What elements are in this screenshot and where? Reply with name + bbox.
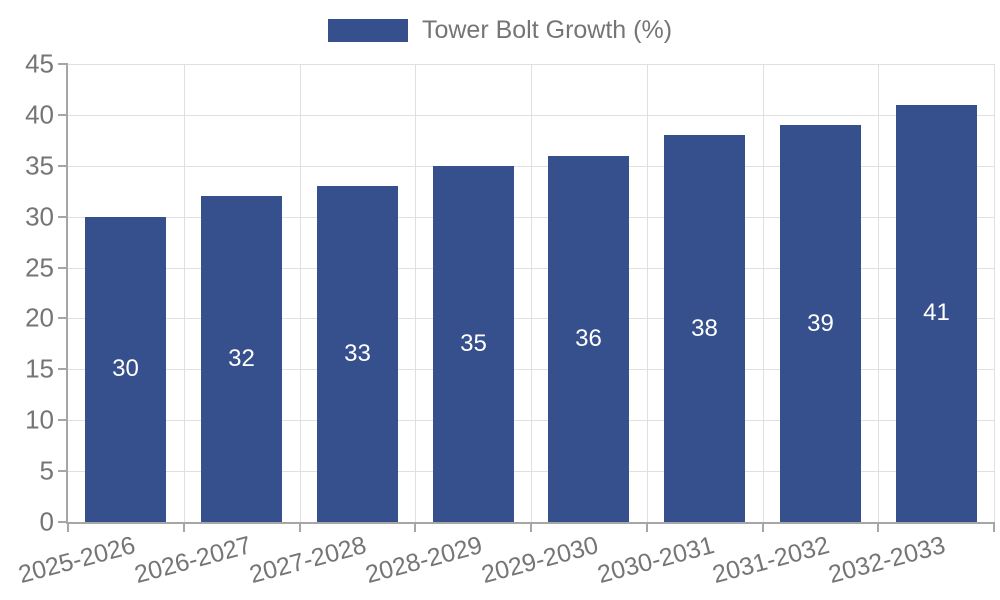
legend[interactable]: Tower Bolt Growth (%) bbox=[0, 18, 1000, 43]
x-tick-label: 2025-2026 bbox=[15, 531, 139, 590]
bar[interactable] bbox=[85, 217, 166, 522]
bar[interactable] bbox=[433, 166, 514, 522]
y-tick-label: 25 bbox=[25, 252, 54, 283]
y-tick-mark bbox=[58, 317, 68, 319]
x-tick-mark bbox=[993, 522, 995, 532]
x-tick-label: 2029-2030 bbox=[478, 531, 602, 590]
gridline-v bbox=[531, 64, 532, 522]
x-tick-label: 2026-2027 bbox=[131, 531, 255, 590]
legend-swatch bbox=[327, 19, 408, 42]
bar-value-label: 41 bbox=[923, 299, 950, 326]
y-axis-line bbox=[66, 64, 68, 524]
bar[interactable] bbox=[201, 196, 282, 522]
x-tick-label: 2031-2032 bbox=[709, 531, 833, 590]
x-axis-line bbox=[66, 522, 994, 524]
x-tick-mark bbox=[299, 522, 301, 532]
legend-label: Tower Bolt Growth (%) bbox=[421, 16, 673, 44]
y-tick-label: 15 bbox=[25, 353, 54, 384]
y-tick-mark bbox=[58, 419, 68, 421]
bar-value-label: 32 bbox=[228, 345, 255, 372]
bar-value-label: 35 bbox=[460, 330, 487, 357]
x-tick-mark bbox=[762, 522, 764, 532]
y-tick-mark bbox=[58, 368, 68, 370]
x-tick-label: 2028-2029 bbox=[362, 531, 486, 590]
y-tick-mark bbox=[58, 216, 68, 218]
x-tick-mark bbox=[646, 522, 648, 532]
gridline-v bbox=[300, 64, 301, 522]
bar[interactable] bbox=[548, 156, 629, 522]
y-tick-label: 45 bbox=[25, 48, 54, 79]
y-tick-label: 35 bbox=[25, 150, 54, 181]
bar-value-label: 33 bbox=[344, 340, 371, 367]
x-tick-label: 2030-2031 bbox=[594, 531, 718, 590]
y-tick-label: 10 bbox=[25, 404, 54, 435]
gridline-v bbox=[415, 64, 416, 522]
y-tick-mark bbox=[58, 63, 68, 65]
gridline-v bbox=[763, 64, 764, 522]
y-tick-mark bbox=[58, 114, 68, 116]
y-tick-label: 30 bbox=[25, 201, 54, 232]
y-tick-mark bbox=[58, 165, 68, 167]
x-tick-mark bbox=[877, 522, 879, 532]
x-tick-mark bbox=[183, 522, 185, 532]
bar[interactable] bbox=[664, 135, 745, 522]
y-tick-mark bbox=[58, 470, 68, 472]
gridline-v bbox=[878, 64, 879, 522]
bar-value-label: 36 bbox=[575, 325, 602, 352]
bar[interactable] bbox=[317, 186, 398, 522]
y-tick-label: 5 bbox=[39, 455, 54, 486]
gridline-v bbox=[184, 64, 185, 522]
x-tick-mark bbox=[67, 522, 69, 532]
x-tick-mark bbox=[530, 522, 532, 532]
bar[interactable] bbox=[896, 105, 977, 522]
bar-value-label: 39 bbox=[807, 310, 834, 337]
x-tick-label: 2032-2033 bbox=[825, 531, 949, 590]
bar[interactable] bbox=[780, 125, 861, 522]
x-tick-label: 2027-2028 bbox=[246, 531, 370, 590]
y-tick-mark bbox=[58, 267, 68, 269]
y-tick-label: 20 bbox=[25, 302, 54, 333]
y-tick-mark bbox=[58, 521, 68, 523]
gridline-v bbox=[994, 64, 995, 522]
bar-value-label: 30 bbox=[112, 355, 139, 382]
y-tick-label: 0 bbox=[39, 506, 54, 537]
gridline-v bbox=[647, 64, 648, 522]
x-tick-mark bbox=[414, 522, 416, 532]
bar-value-label: 38 bbox=[691, 315, 718, 342]
y-tick-label: 40 bbox=[25, 99, 54, 130]
